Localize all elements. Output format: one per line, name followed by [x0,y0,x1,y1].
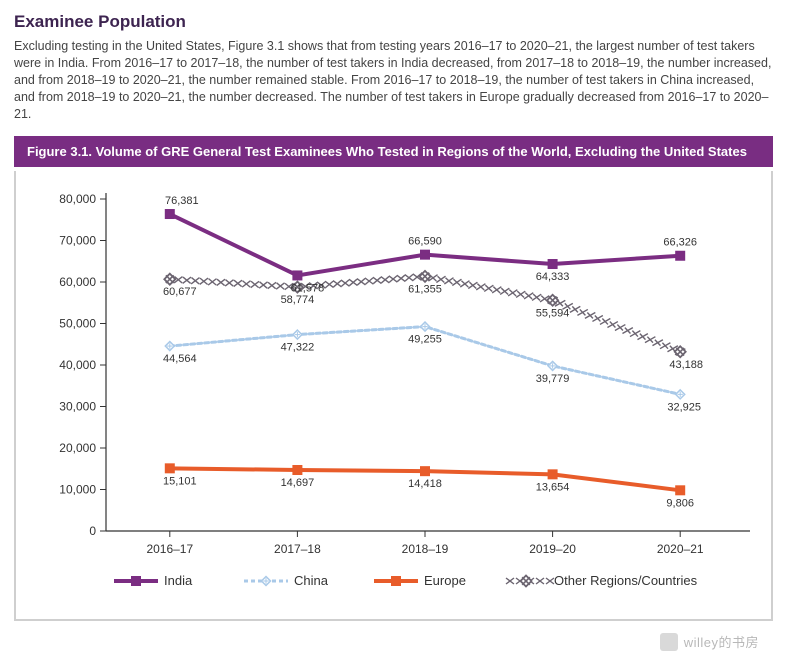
svg-text:44,564: 44,564 [163,353,197,365]
svg-text:80,000: 80,000 [59,192,96,206]
svg-text:32,925: 32,925 [667,402,701,414]
svg-text:47,322: 47,322 [281,342,315,354]
section-paragraph: Excluding testing in the United States, … [14,38,773,122]
svg-text:2019–20: 2019–20 [529,542,576,556]
svg-text:13,654: 13,654 [536,482,570,494]
svg-text:60,000: 60,000 [59,275,96,289]
svg-text:30,000: 30,000 [59,400,96,414]
svg-text:50,000: 50,000 [59,317,96,331]
svg-text:Europe: Europe [424,573,466,588]
svg-text:76,381: 76,381 [165,195,199,207]
watermark: willey的书房 [660,632,759,651]
section-heading: Examinee Population [14,12,773,32]
svg-text:40,000: 40,000 [59,358,96,372]
svg-text:0: 0 [89,524,96,538]
svg-text:10,000: 10,000 [59,483,96,497]
svg-text:58,774: 58,774 [281,294,315,306]
svg-text:India: India [164,573,193,588]
svg-text:9,806: 9,806 [666,498,694,510]
svg-text:64,333: 64,333 [536,271,570,283]
svg-text:15,101: 15,101 [163,476,197,488]
svg-text:2016–17: 2016–17 [146,542,193,556]
svg-text:43,188: 43,188 [669,359,703,371]
svg-text:20,000: 20,000 [59,441,96,455]
chart-container: 0 10,000 20,000 30,000 40,000 50,000 60,000 70,… [14,171,773,621]
watermark-text: willey的书房 [684,632,759,651]
figure-title-bar: Figure 3.1. Volume of GRE General Test E… [14,136,773,167]
svg-text:Other Regions/Countries: Other Regions/Countries [554,573,698,588]
svg-text:70,000: 70,000 [59,234,96,248]
svg-text:60,677: 60,677 [163,287,197,299]
svg-text:2020–21: 2020–21 [657,542,704,556]
svg-text:14,418: 14,418 [408,479,442,491]
svg-text:66,326: 66,326 [663,237,697,249]
svg-text:2017–18: 2017–18 [274,542,321,556]
svg-text:14,697: 14,697 [281,477,315,489]
line-chart: 0 10,000 20,000 30,000 40,000 50,000 60,000 70,… [24,181,764,611]
svg-text:55,594: 55,594 [536,308,570,320]
svg-text:49,255: 49,255 [408,334,442,346]
svg-text:China: China [294,573,329,588]
watermark-icon [660,633,678,651]
svg-text:61,578: 61,578 [291,283,325,295]
svg-text:61,355: 61,355 [408,284,442,296]
svg-text:2018–19: 2018–19 [402,542,449,556]
svg-text:66,590: 66,590 [408,236,442,248]
svg-text:39,779: 39,779 [536,373,570,385]
